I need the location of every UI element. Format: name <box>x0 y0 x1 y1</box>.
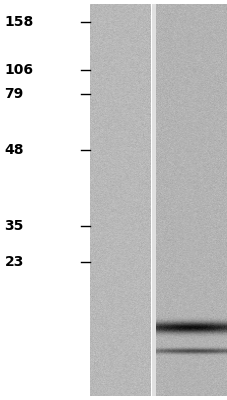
Text: 23: 23 <box>5 255 24 269</box>
Text: 48: 48 <box>5 143 24 157</box>
Text: 79: 79 <box>5 87 24 101</box>
Text: 35: 35 <box>5 219 24 233</box>
Bar <box>152 4 156 396</box>
Text: 106: 106 <box>5 63 33 77</box>
Text: 158: 158 <box>5 15 34 29</box>
